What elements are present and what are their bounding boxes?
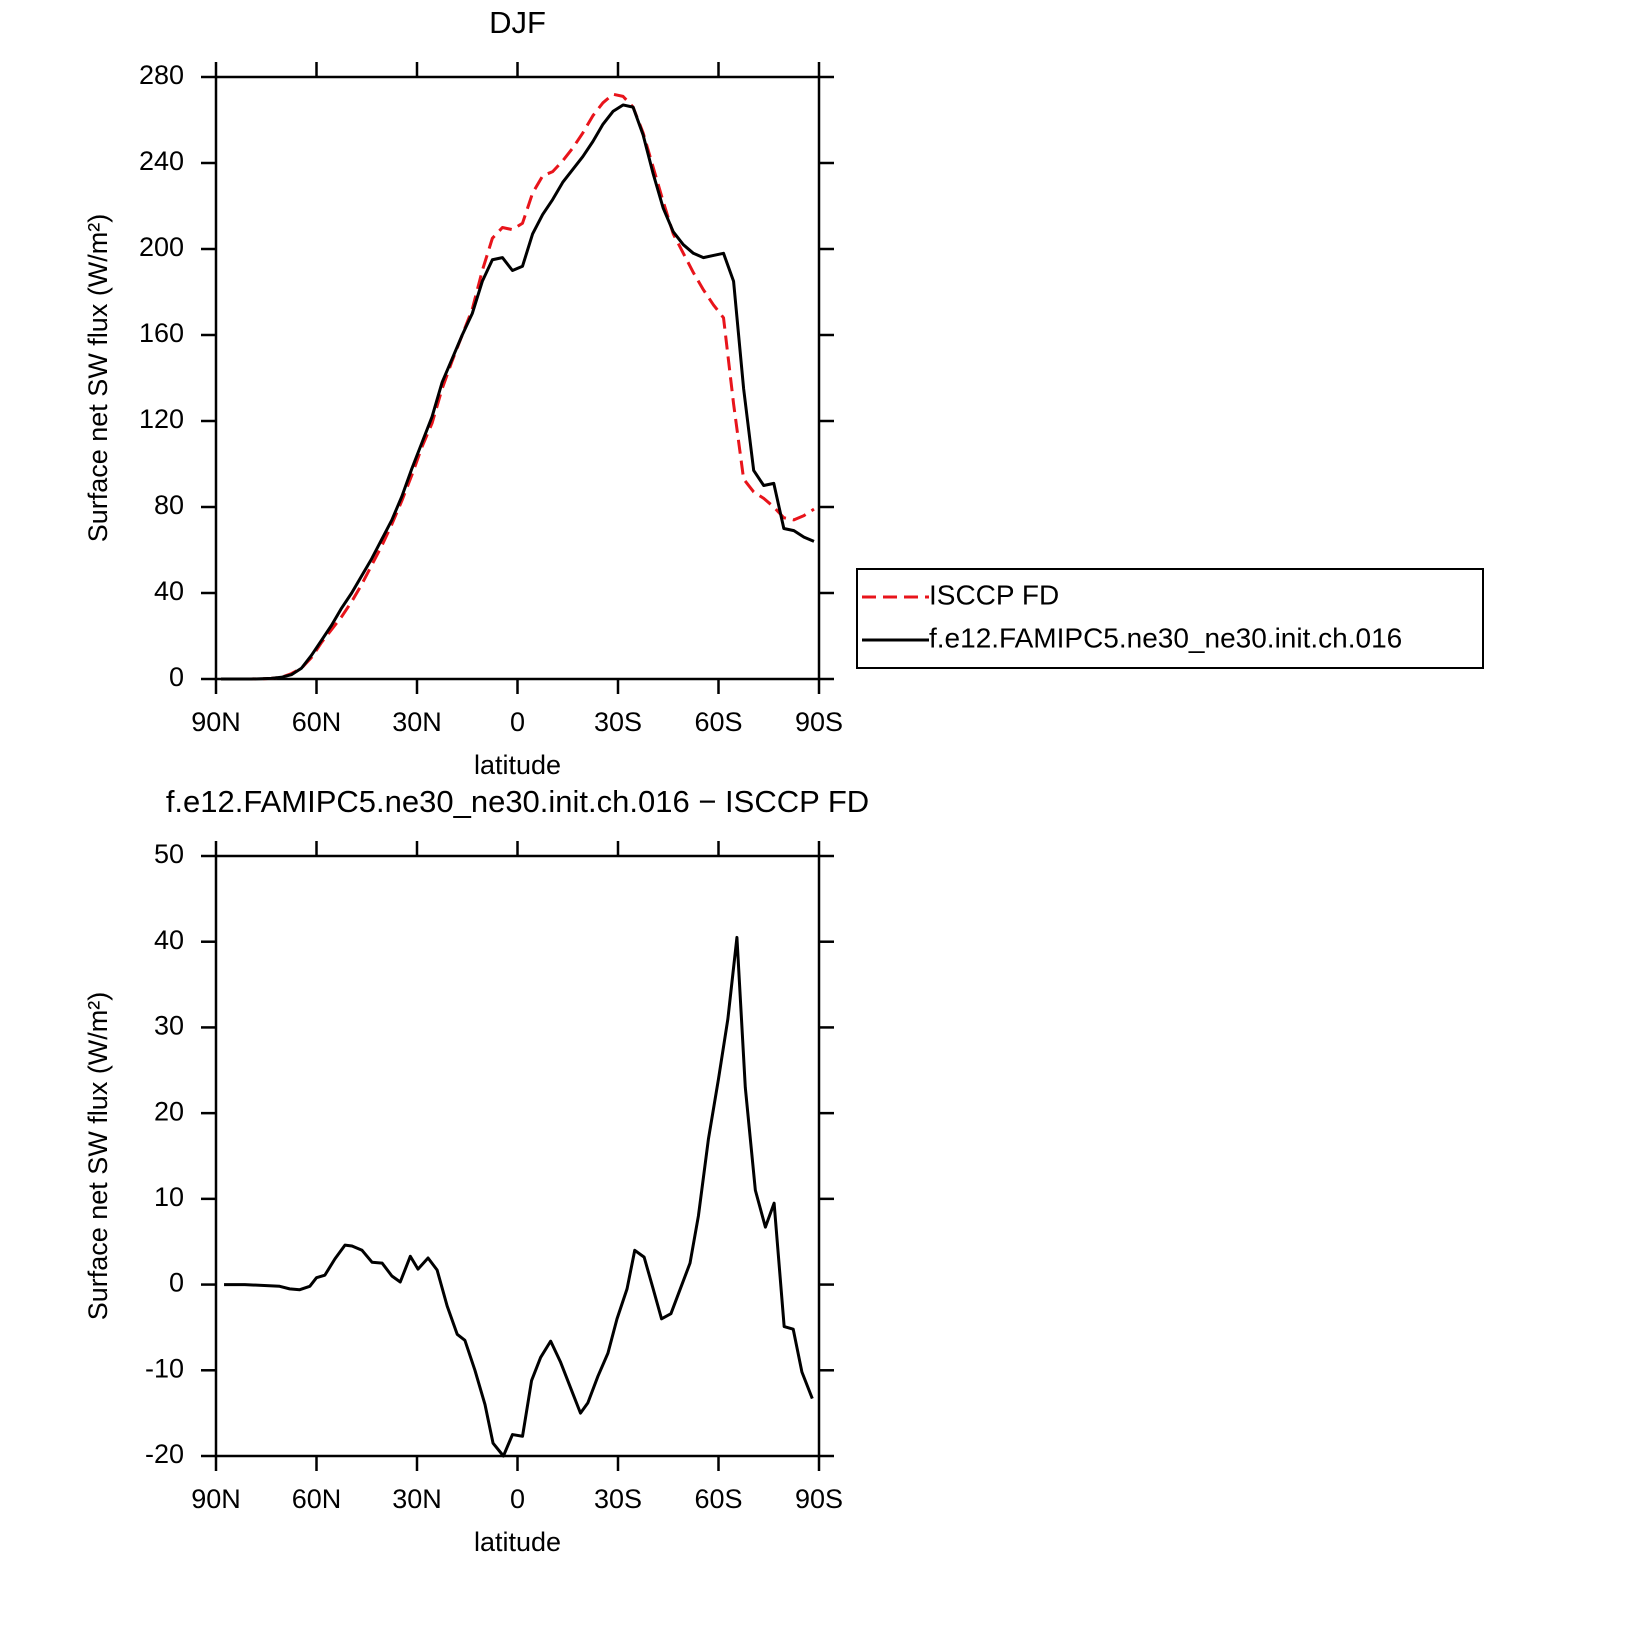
- y-tick-label: 10: [154, 1182, 184, 1212]
- x-tick-label: 60N: [292, 707, 342, 737]
- y-tick-label: 200: [139, 232, 184, 262]
- x-tick-label: 30S: [594, 1484, 642, 1514]
- y-tick-label: 40: [154, 576, 184, 606]
- series-line: [221, 92, 815, 681]
- x-tick-label: 0: [510, 707, 525, 737]
- chart-title: f.e12.FAMIPC5.ne30_ne30.init.ch.016 − IS…: [166, 784, 869, 819]
- y-tick-label: 0: [169, 662, 184, 692]
- y-tick-label: 280: [139, 60, 184, 90]
- x-tick-label: 90S: [795, 1484, 843, 1514]
- y-tick-label: 120: [139, 404, 184, 434]
- series-line: [224, 935, 814, 1458]
- x-tick-label: 30N: [392, 707, 442, 737]
- x-tick-label: 90N: [191, 707, 241, 737]
- y-tick-label: 40: [154, 925, 184, 955]
- x-tick-label: 60N: [292, 1484, 342, 1514]
- x-tick-label: 90S: [795, 707, 843, 737]
- x-axis-label: latitude: [474, 750, 561, 780]
- x-tick-label: 0: [510, 1484, 525, 1514]
- x-axis-label: latitude: [474, 1527, 561, 1557]
- y-tick-label: 240: [139, 146, 184, 176]
- y-tick-label: 50: [154, 839, 184, 869]
- y-tick-label: 0: [169, 1268, 184, 1298]
- y-axis-label: Surface net SW flux (W/m²): [83, 214, 113, 543]
- y-axis-label: Surface net SW flux (W/m²): [83, 992, 113, 1321]
- x-tick-label: 60S: [694, 707, 742, 737]
- x-tick-label: 30N: [392, 1484, 442, 1514]
- legend-box: [856, 568, 1484, 669]
- y-tick-label: 160: [139, 318, 184, 348]
- x-tick-label: 30S: [594, 707, 642, 737]
- chart-title: DJF: [489, 5, 546, 40]
- y-tick-label: -10: [145, 1353, 184, 1383]
- series-line: [221, 103, 815, 681]
- legend: ISCCP FD f.e12.FAMIPC5.ne30_ne30.init.ch.…: [856, 568, 1484, 669]
- x-tick-label: 90N: [191, 1484, 241, 1514]
- legend-label: ISCCP FD: [929, 579, 1059, 610]
- y-tick-label: 80: [154, 490, 184, 520]
- plot-frame: [214, 854, 821, 1458]
- y-tick-label: 20: [154, 1096, 184, 1126]
- x-tick-label: 60S: [694, 1484, 742, 1514]
- plot-frame: [214, 75, 821, 681]
- y-tick-label: 30: [154, 1011, 184, 1041]
- legend-label: f.e12.FAMIPC5.ne30_ne30.init.ch.016: [929, 622, 1402, 653]
- y-tick-label: -20: [145, 1439, 184, 1469]
